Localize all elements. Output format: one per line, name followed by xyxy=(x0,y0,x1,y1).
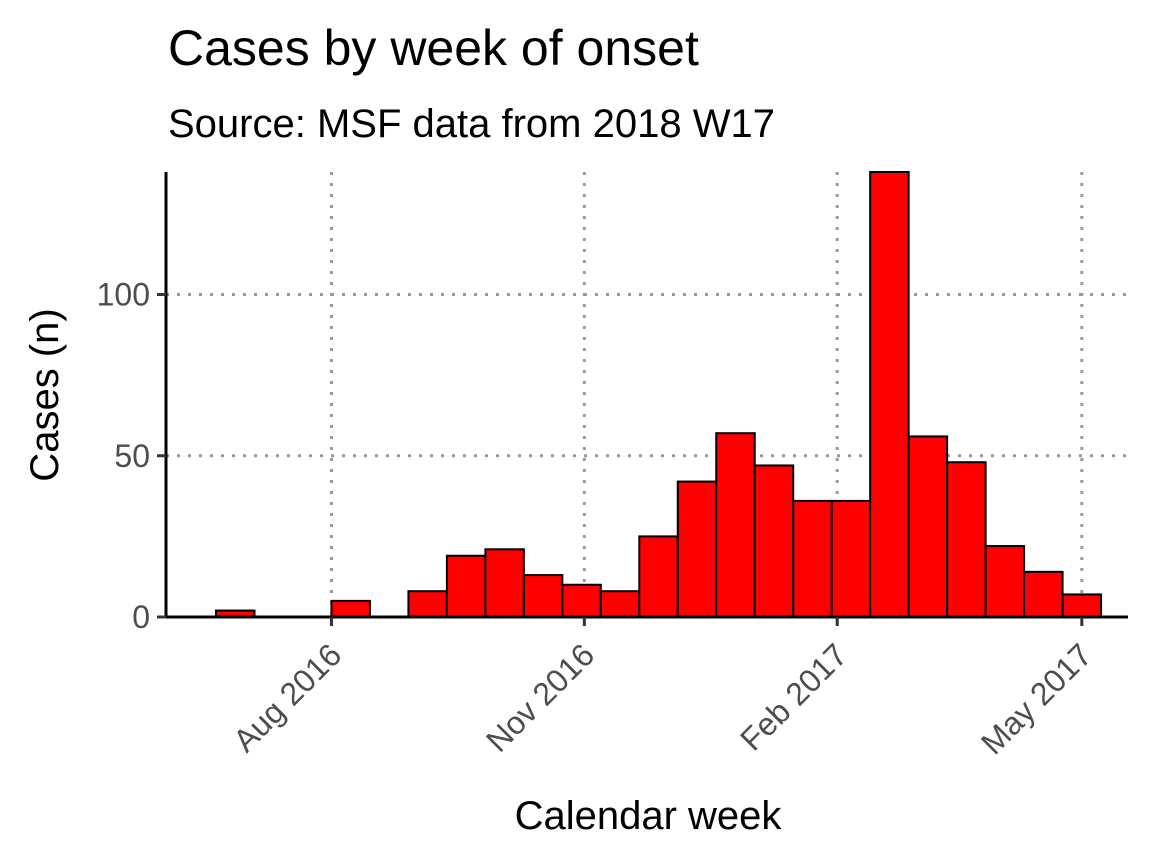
chart-subtitle: Source: MSF data from 2018 W17 xyxy=(168,102,775,146)
bar xyxy=(715,432,756,618)
bar xyxy=(792,499,833,619)
bar xyxy=(638,535,679,618)
y-tick-label: 0 xyxy=(132,599,150,635)
y-tick-label: 100 xyxy=(97,277,150,313)
x-tick-label: Aug 2016 xyxy=(226,636,348,758)
y-tick-label: 50 xyxy=(114,438,150,474)
bar xyxy=(522,574,564,618)
bars-layer xyxy=(215,171,1103,619)
bar xyxy=(1023,570,1064,619)
bar xyxy=(445,554,487,618)
bar xyxy=(676,480,718,618)
chart-title: Cases by week of onset xyxy=(168,20,699,76)
x-tick-label: Feb 2017 xyxy=(733,636,854,757)
bar xyxy=(753,464,795,618)
bar xyxy=(484,548,525,618)
bar xyxy=(330,599,371,619)
x-tick-label: Nov 2016 xyxy=(479,636,601,758)
bar xyxy=(907,435,949,618)
bar xyxy=(407,590,448,618)
x-axis-title: Calendar week xyxy=(515,794,783,838)
grid-layer xyxy=(166,172,1128,619)
bar xyxy=(946,461,987,618)
bar xyxy=(599,590,641,618)
bar xyxy=(869,171,910,618)
bar xyxy=(830,499,872,619)
bar xyxy=(561,583,602,618)
bar xyxy=(984,545,1026,619)
bar xyxy=(1061,593,1103,619)
y-axis-title: Cases (n) xyxy=(23,308,67,481)
x-tick-label: May 2017 xyxy=(974,636,1099,761)
